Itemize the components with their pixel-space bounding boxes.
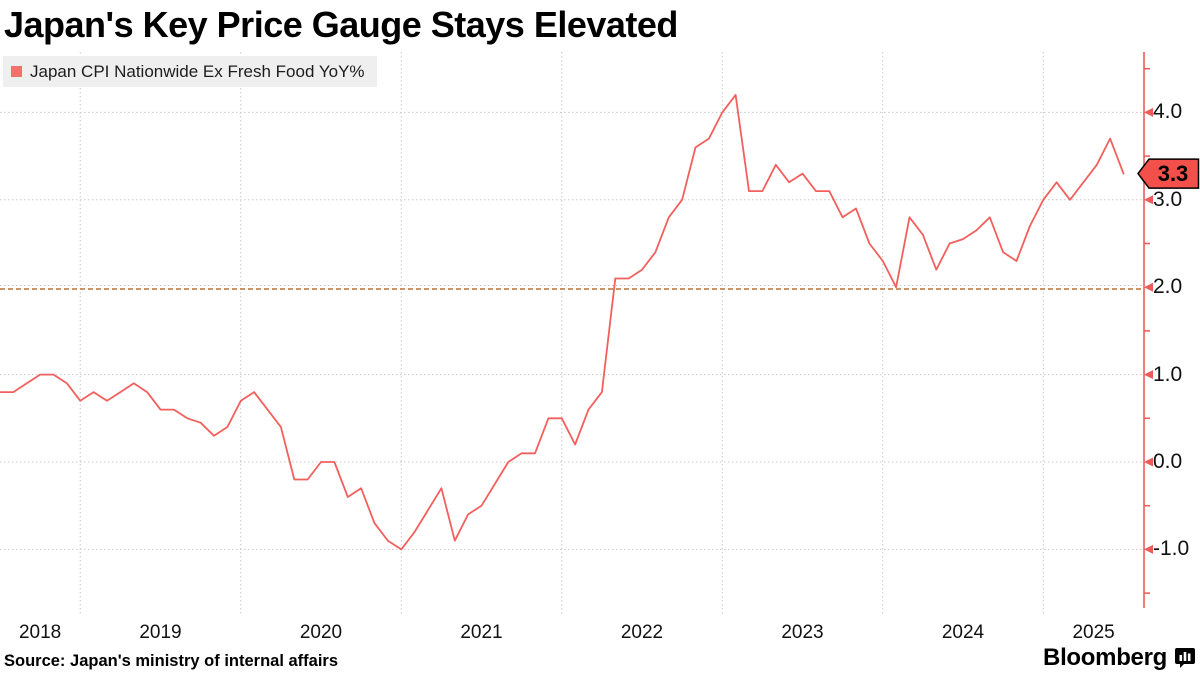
x-axis-label: 2021 bbox=[460, 622, 503, 643]
last-value-badge-shape bbox=[1137, 158, 1200, 189]
vertical-gridlines bbox=[79, 52, 1044, 615]
bloomberg-wordmark: Bloomberg bbox=[1043, 644, 1167, 671]
x-axis-label: 2025 bbox=[1072, 622, 1115, 643]
y-axis-ticks bbox=[1144, 67, 1153, 594]
source-attribution: Source: Japan's ministry of internal aff… bbox=[4, 652, 339, 670]
bloomberg-logo-icon bbox=[1175, 648, 1195, 668]
legend-series-label: Japan CPI Nationwide Ex Fresh Food YoY% bbox=[30, 61, 365, 81]
major-tick-arrow bbox=[1144, 195, 1153, 205]
y-axis-label: 3.0 bbox=[1153, 187, 1183, 211]
last-value-badge-text: 3.3 bbox=[1158, 161, 1189, 186]
legend: Japan CPI Nationwide Ex Fresh Food YoY% bbox=[3, 56, 377, 87]
y-axis-label: 0.0 bbox=[1153, 450, 1183, 473]
y-axis-label: 1.0 bbox=[1153, 362, 1183, 386]
x-axis-label: 2024 bbox=[941, 622, 985, 643]
y-axis-label: -1.0 bbox=[1153, 537, 1190, 561]
major-tick-arrow bbox=[1144, 544, 1153, 554]
major-tick-arrow bbox=[1144, 282, 1153, 292]
horizontal-gridlines bbox=[0, 111, 1144, 550]
page-title: Japan's Key Price Gauge Stays Elevated bbox=[4, 4, 678, 45]
x-axis-label: 2019 bbox=[139, 622, 182, 643]
bloomberg-branding: Bloomberg bbox=[1043, 644, 1196, 672]
y-axis-label: 4.0 bbox=[1153, 100, 1183, 124]
cpi-series-line bbox=[0, 94, 1125, 551]
last-value-badge: 3.3 bbox=[1137, 158, 1200, 189]
x-axis-label: 2020 bbox=[299, 622, 343, 643]
major-tick-arrow bbox=[1144, 457, 1153, 467]
y-axis-label: 2.0 bbox=[1153, 275, 1183, 299]
x-axis-label: 2022 bbox=[620, 622, 664, 643]
x-axis-label: 2018 bbox=[18, 622, 62, 643]
legend-swatch-icon bbox=[11, 66, 22, 77]
x-axis-label: 2023 bbox=[781, 622, 824, 643]
major-tick-arrow bbox=[1144, 370, 1153, 380]
major-tick-arrow bbox=[1144, 107, 1153, 117]
